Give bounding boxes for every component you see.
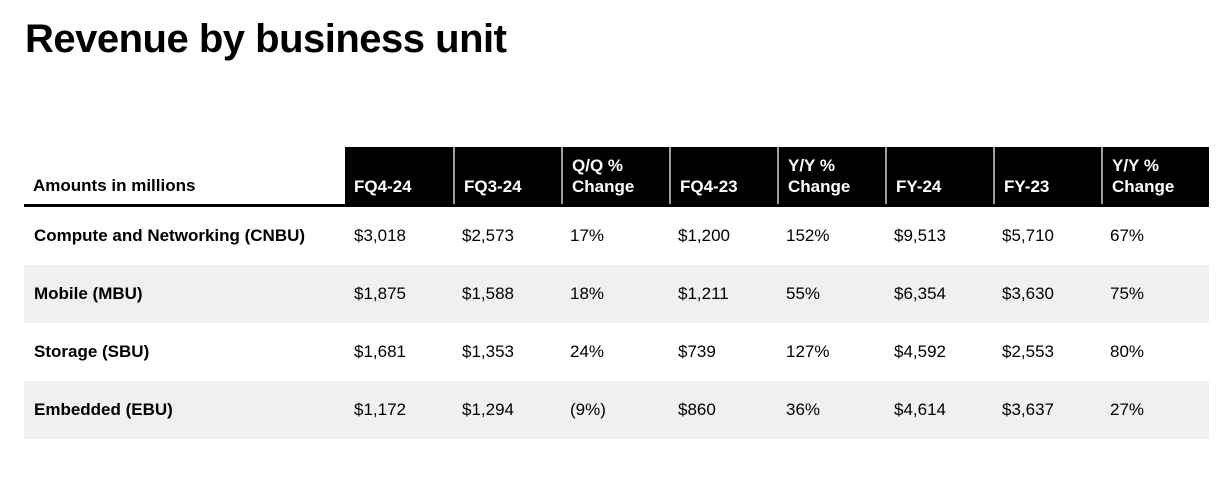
table-cell: 152% [786, 226, 830, 245]
table-cell: $1,172 [354, 400, 406, 419]
table-cell: 75% [1110, 284, 1145, 303]
page-title: Revenue by business unit [25, 17, 507, 61]
table-row-cnbu: Compute and Networking (CNBU) $3,018 $2,… [24, 207, 1209, 265]
column-header-qq-change: Q/Q % Change [561, 147, 669, 204]
table-cell: $6,354 [894, 284, 946, 303]
table-cell: $4,592 [894, 342, 946, 361]
table-cell: $9,513 [894, 226, 946, 245]
row-label-ebu: Embedded (EBU) [34, 400, 173, 419]
table-cell: $3,637 [1002, 400, 1054, 419]
row-label-mbu: Mobile (MBU) [34, 284, 143, 303]
table-cell: 17% [570, 226, 605, 245]
table-cell: $1,294 [462, 400, 514, 419]
column-header-fq3-24: FQ3-24 [453, 147, 561, 204]
column-header-fy-23: FY-23 [993, 147, 1101, 204]
column-header-fq4-24: FQ4-24 [345, 147, 453, 204]
table-cell: $1,211 [678, 284, 729, 303]
column-header-yy-change-q: Y/Y % Change [777, 147, 885, 204]
table-row-sbu: Storage (SBU) $1,681 $1,353 24% $739 127… [24, 323, 1209, 381]
table-header-row: Amounts in millions FQ4-24 FQ3-24 Q/Q % … [24, 147, 1209, 207]
column-header-yy-change-fy: Y/Y % Change [1101, 147, 1209, 204]
table-cell: 55% [786, 284, 821, 303]
table-cell: 67% [1110, 226, 1145, 245]
table-row-ebu: Embedded (EBU) $1,172 $1,294 (9%) $860 3… [24, 381, 1209, 439]
table-cell: $1,681 [354, 342, 406, 361]
table-cell: $3,018 [354, 226, 406, 245]
table-cell: $1,588 [462, 284, 514, 303]
column-header-fq4-23: FQ4-23 [669, 147, 777, 204]
table-cell: 24% [570, 342, 605, 361]
table-cell: 18% [570, 284, 605, 303]
table-cell: (9%) [570, 400, 606, 419]
table-cell: 127% [786, 342, 830, 361]
column-header-fy-24: FY-24 [885, 147, 993, 204]
table-cell: $4,614 [894, 400, 946, 419]
table-cell: $3,630 [1002, 284, 1054, 303]
table-cell: 27% [1110, 400, 1145, 419]
table-row-mbu: Mobile (MBU) $1,875 $1,588 18% $1,211 55… [24, 265, 1209, 323]
column-header-amounts-in-millions: Amounts in millions [24, 147, 345, 204]
revenue-by-business-unit-table: Amounts in millions FQ4-24 FQ3-24 Q/Q % … [24, 147, 1209, 439]
table-cell: $2,553 [1002, 342, 1054, 361]
table-cell: $5,710 [1002, 226, 1054, 245]
table-cell: $1,353 [462, 342, 514, 361]
table-cell: $1,200 [678, 226, 730, 245]
row-label-sbu: Storage (SBU) [34, 342, 150, 361]
table-cell: 80% [1110, 342, 1145, 361]
table-cell: $860 [678, 400, 716, 419]
table-cell: $1,875 [354, 284, 406, 303]
table-cell: 36% [786, 400, 821, 419]
row-label-cnbu: Compute and Networking (CNBU) [34, 226, 306, 245]
table-cell: $2,573 [462, 226, 514, 245]
table-cell: $739 [678, 342, 716, 361]
